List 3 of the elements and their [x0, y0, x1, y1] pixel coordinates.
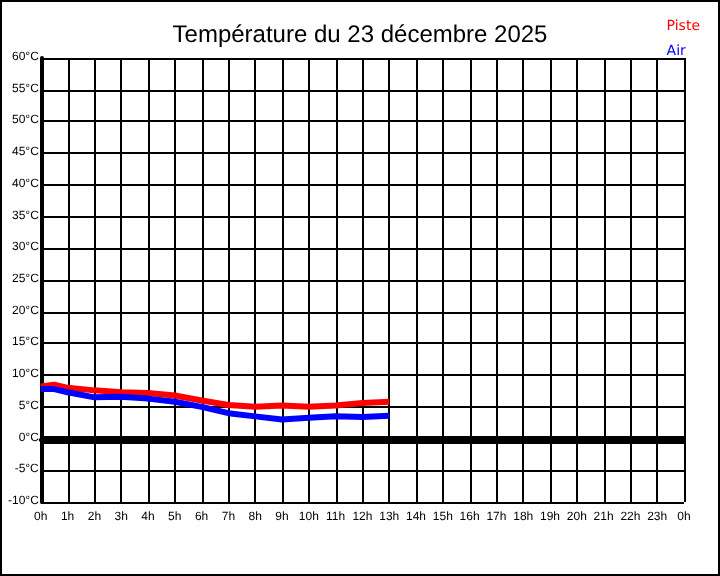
line-series: [37, 381, 393, 410]
chart-title: Température du 23 décembre 2025: [172, 20, 549, 48]
line-series: [37, 386, 393, 423]
